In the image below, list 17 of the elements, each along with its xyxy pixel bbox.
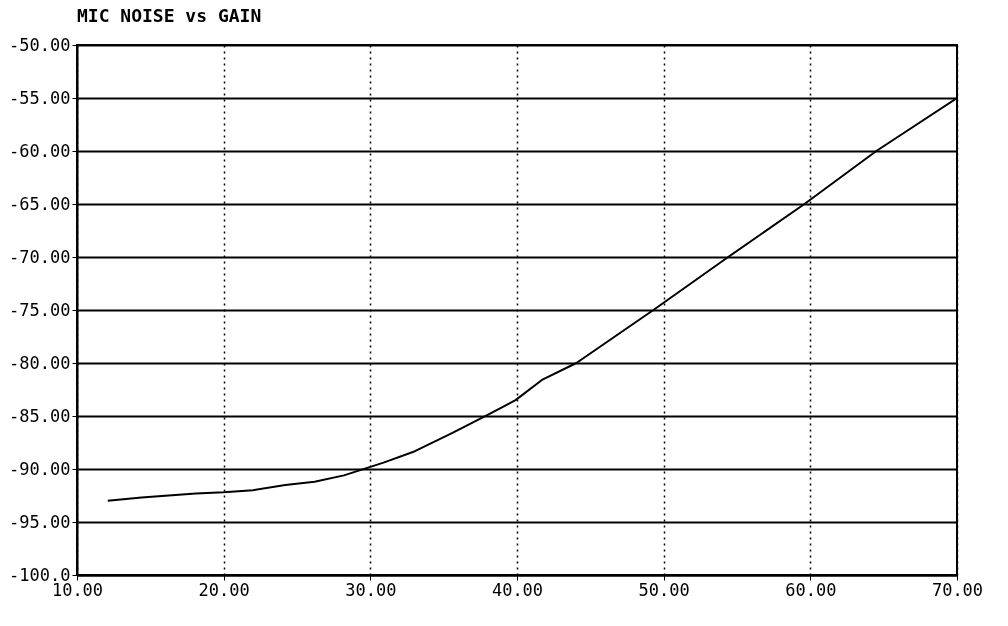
y-tick-label: -70.00 bbox=[9, 246, 71, 267]
y-tick-label: -95.00 bbox=[9, 511, 71, 532]
y-tick-label: -65.00 bbox=[9, 193, 71, 214]
y-tick-label: -50.00 bbox=[9, 34, 71, 55]
y-tick-label: -60.00 bbox=[9, 140, 71, 161]
y-tick-label: -80.00 bbox=[9, 352, 71, 373]
y-tick-label: -90.00 bbox=[9, 458, 71, 479]
y-tick-label: -85.00 bbox=[9, 405, 71, 426]
x-tick-label: 50.00 bbox=[638, 579, 690, 600]
x-tick-label: 60.00 bbox=[785, 579, 837, 600]
x-tick-label: 30.00 bbox=[345, 579, 397, 600]
x-tick-label: 70.00 bbox=[931, 579, 984, 600]
x-tick-label: 20.00 bbox=[198, 579, 250, 600]
chart-title: MIC NOISE vs GAIN bbox=[77, 5, 262, 26]
x-tick-label: 40.00 bbox=[491, 579, 544, 600]
y-tick-label: -75.00 bbox=[9, 299, 71, 320]
y-tick-label: -55.00 bbox=[9, 87, 71, 108]
